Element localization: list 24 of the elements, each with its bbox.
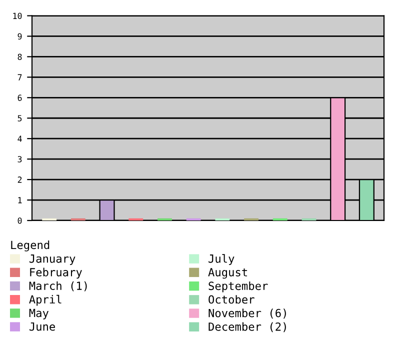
legend-title: Legend [11,240,50,252]
legend-label: April [29,294,62,306]
legend-label: January [29,254,76,265]
legend-label: July [208,254,234,265]
y-tick-label: 0 [18,218,22,224]
y-tick-label: 8 [18,54,22,60]
y-tick-label: 2 [18,176,22,183]
legend-label: October [208,295,254,304]
legend-label: September [208,281,268,292]
y-tick-label: 1 [18,197,22,204]
legend-label: June [29,322,55,331]
y-tick-label: 5 [18,115,22,122]
legend-label: November (6) [208,308,286,319]
legend-label: August [208,268,248,279]
y-tick-label: 3 [18,156,22,162]
legend-label: March (1) [29,281,87,292]
y-tick-label: 6 [18,94,22,101]
y-tick-label: 7 [18,74,22,80]
legend-label: December (2) [208,322,286,332]
y-tick-label: 9 [18,33,22,40]
legend-label: February [30,268,82,279]
y-tick-label: 10 [13,12,22,20]
y-tick-label: 4 [18,136,22,142]
legend-label: May [29,308,49,320]
